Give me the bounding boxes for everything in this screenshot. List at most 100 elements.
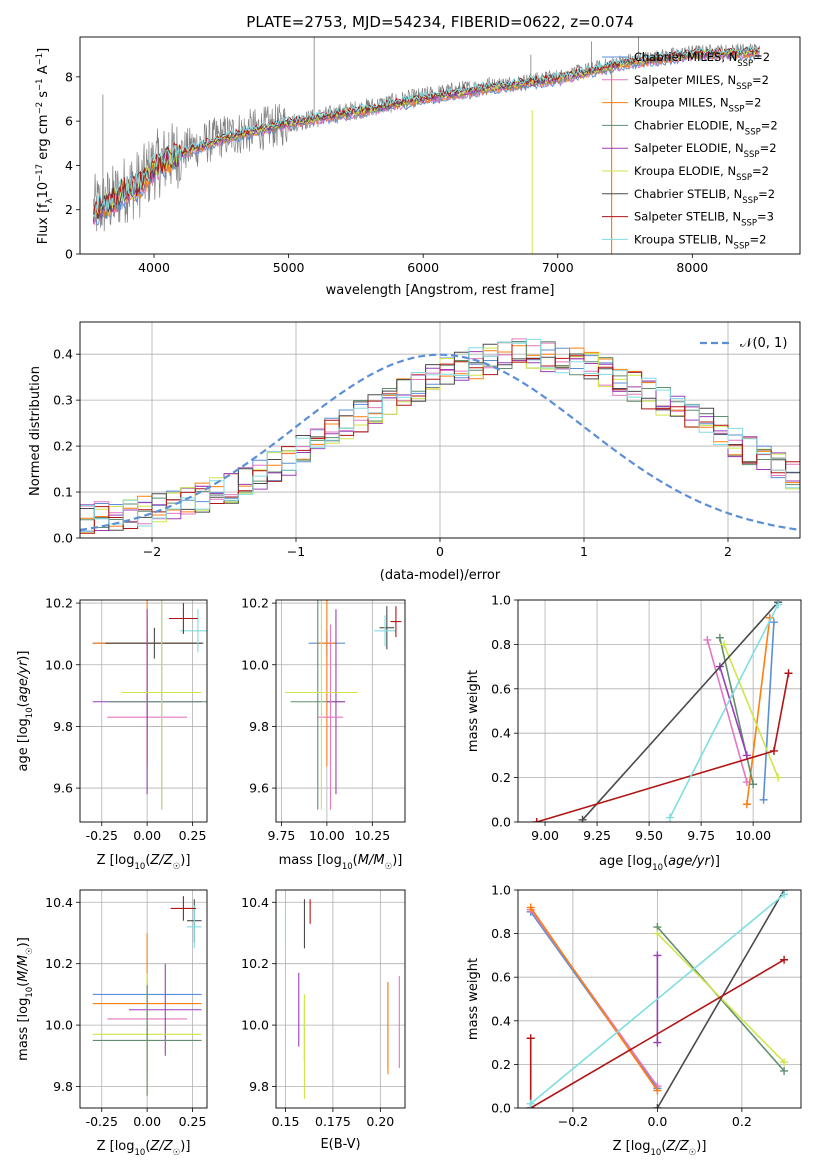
y-tick-label: 0.4: [491, 726, 511, 741]
weight-series-salpeter-elodie: [715, 662, 751, 760]
errorbar-chabrier-stelib: [379, 606, 395, 650]
x-tick-label: 0.15: [272, 1114, 300, 1129]
residual-panel-plot-area: [80, 338, 800, 534]
spectrum-legend: Chabrier MILES, NSSP=2 Salpeter MILES, NS…: [602, 50, 778, 251]
y-tick-label: 0.6: [491, 970, 511, 985]
y-axis-label: Normed distribution: [28, 366, 43, 496]
y-tick-label: 0.8: [491, 637, 511, 652]
errorbar-chabrier-elodie: [92, 985, 202, 1096]
panel-mass-vs-Z: -0.25 0.00 0.25 9.8 10.0 10.2 10.4 Z [log10(Z/Z…: [16, 889, 208, 1158]
errorbar-kroupa-elodie: [285, 600, 358, 810]
weight-series-kroupa-elodie: [720, 640, 783, 782]
panel-mass-vs-Z-plot-area: [92, 896, 202, 1096]
weight-marker: [526, 903, 535, 912]
weight-line: [719, 637, 754, 785]
x-tick-label: 10.00: [309, 828, 345, 843]
x-tick-label: 7000: [542, 260, 574, 275]
weight-line: [536, 673, 790, 822]
panel-mass-weight-vs-Z-plot-area: [526, 890, 789, 1108]
y-tick-label: 10.0: [241, 1018, 269, 1033]
y-tick-label: 10.0: [45, 657, 73, 672]
panel-mass-weight-vs-Z-grid: [518, 889, 801, 1109]
panel-mass-weight-vs-age-ticks: 9.00 9.25 9.50 9.75 10.00 0.0 0.2 0.4 0.6 0.8 1.0: [491, 593, 771, 844]
y-tick-label: 0.4: [491, 1013, 511, 1028]
errorbar-kroupa-stelib: [187, 905, 202, 949]
weight-marker: [526, 1099, 535, 1108]
x-tick-label: 2: [724, 544, 732, 559]
y-tick-label: 0.0: [53, 531, 73, 546]
weight-marker: [578, 815, 587, 822]
weight-line: [530, 893, 785, 1105]
weight-marker: [780, 1066, 789, 1075]
x-tick-label: 9.00: [531, 828, 559, 843]
weight-marker: [653, 1038, 662, 1047]
weight-marker: [653, 1104, 662, 1108]
y-tick-label: 10.4: [45, 895, 73, 910]
x-tick-label: 0: [436, 544, 444, 559]
x-tick-label: −0.2: [558, 1114, 588, 1129]
weight-line: [719, 666, 748, 756]
legend-entry: Salpeter MILES, NSSP=2: [634, 73, 769, 92]
errorbar-salpeter-elodie: [326, 609, 346, 795]
x-axis-label: mass [log10(M/M☉)]: [279, 853, 403, 872]
x-tick-label: 0.25: [179, 1114, 207, 1129]
weight-line: [669, 604, 779, 818]
x-axis-label: E(B-V): [320, 1137, 360, 1152]
panel-age-vs-mass-frame: [275, 599, 406, 823]
weight-marker: [780, 1058, 789, 1067]
y-tick-label: 0.0: [491, 815, 511, 830]
weight-marker: [653, 951, 662, 960]
y-tick-label: 1.0: [491, 593, 511, 608]
weight-marker: [665, 813, 674, 822]
errorbar-salpeter-elodie: [128, 963, 202, 1056]
y-tick-label: 9.8: [249, 719, 269, 734]
y-tick-label: 0: [65, 247, 73, 262]
x-tick-label: -0.25: [86, 1114, 118, 1129]
weight-line: [529, 959, 785, 1108]
weight-line: [581, 601, 779, 821]
weight-series-chabrier-elodie: [715, 633, 758, 789]
weight-series-chabrier-miles: [759, 618, 778, 804]
weight-series-chabrier-stelib: [653, 890, 789, 1108]
x-tick-label: 0.20: [366, 1114, 394, 1129]
weight-marker: [774, 600, 783, 609]
y-axis-label: Flux [fλ10−17 erg cm−2 s−1 A−1]: [35, 48, 55, 244]
y-tick-label: 0.2: [491, 1057, 511, 1072]
legend-entry: Kroupa ELODIE, NSSP=2: [634, 164, 769, 183]
y-tick-label: 9.6: [249, 781, 269, 796]
weight-line: [530, 906, 659, 1092]
model-line-kroupa-stelib: [93, 45, 760, 217]
y-axis-label: mass weight: [466, 670, 481, 752]
spectrum-panel-frame: [79, 36, 801, 255]
legend-entry: Kroupa MILES, NSSP=2: [634, 96, 761, 115]
weight-marker: [769, 746, 778, 755]
x-tick-label: 0.25: [179, 828, 207, 843]
weight-marker: [653, 929, 662, 938]
x-tick-label: 9.25: [583, 828, 611, 843]
errorbar-kroupa-miles: [317, 600, 336, 767]
panel-age-vs-Z: -0.25 0.00 0.25 9.6 9.8 10.0 10.2 Z [log10(Z/Z☉…: [16, 596, 208, 872]
weight-marker: [749, 780, 758, 789]
weight-marker: [653, 1086, 662, 1095]
legend-entry: Salpeter ELODIE, NSSP=2: [634, 141, 777, 160]
x-tick-label: 10.00: [735, 828, 771, 843]
y-tick-label: 10.2: [45, 956, 73, 971]
weight-marker: [715, 633, 724, 642]
weight-marker: [742, 800, 751, 809]
y-tick-label: 10.4: [241, 895, 269, 910]
residual-panel-ticks: −2 −1 0 1 2 0.0 0.1 0.2 0.3 0.4: [53, 347, 732, 559]
weight-series-kroupa-miles: [526, 903, 662, 1095]
weight-series-kroupa-stelib: [526, 890, 789, 1108]
histogram-salpeter-stelib: [80, 342, 800, 534]
y-tick-label: 9.8: [53, 719, 73, 734]
weight-line: [723, 644, 779, 778]
panel-age-vs-mass-plot-area: [285, 600, 402, 810]
weight-marker: [742, 751, 751, 760]
y-tick-label: 9.8: [249, 1079, 269, 1094]
x-tick-label: 0.2: [732, 1114, 752, 1129]
weight-series-salpeter-stelib: [532, 669, 793, 822]
legend-entry: Chabrier ELODIE, NSSP=2: [634, 118, 778, 137]
x-tick-label: 0.175: [315, 1114, 351, 1129]
weight-marker: [532, 818, 541, 822]
y-tick-label: 0.3: [53, 393, 73, 408]
